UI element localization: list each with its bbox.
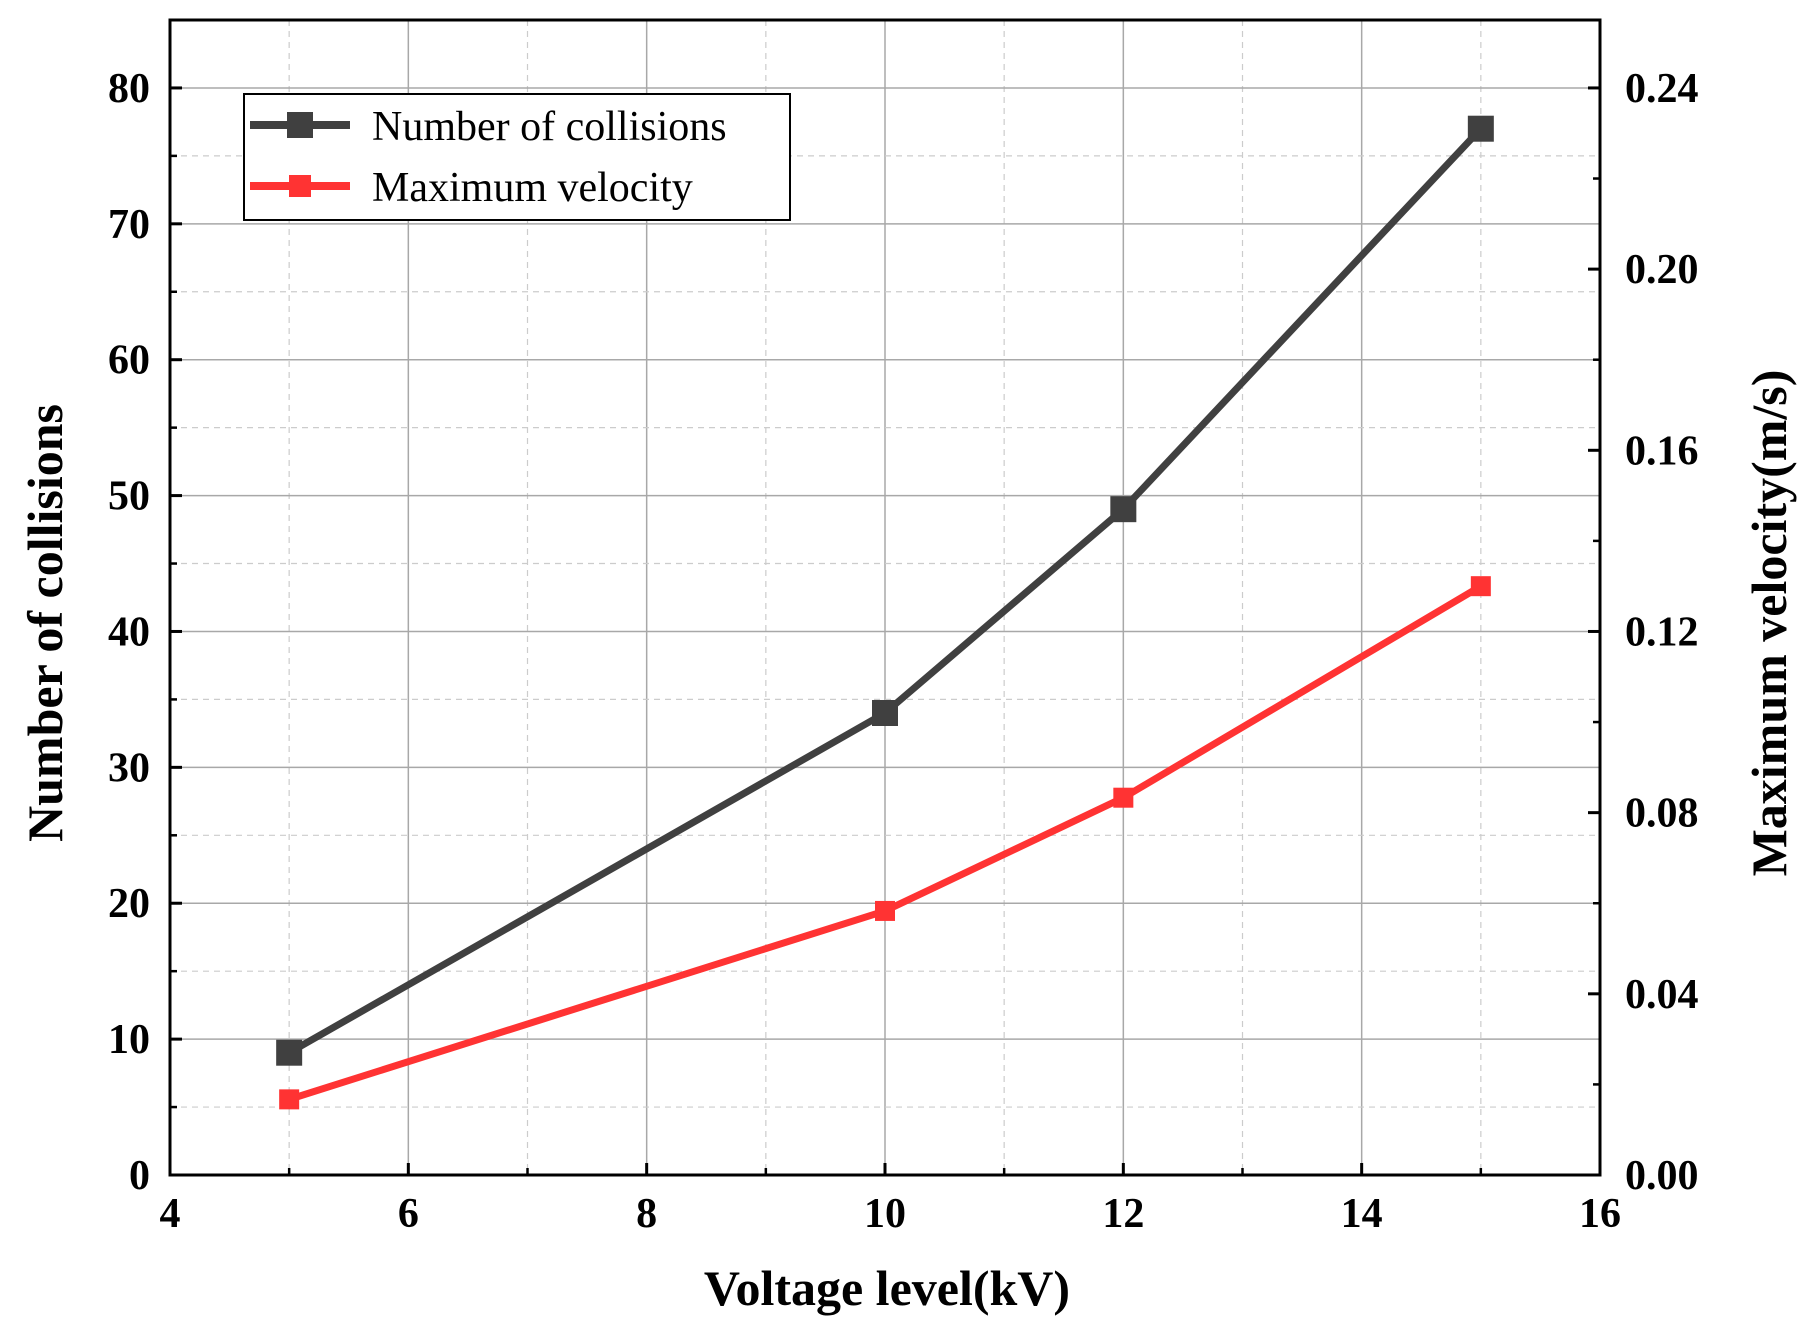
y-tick-label: 70 (108, 202, 150, 248)
x-tick-label: 6 (398, 1191, 419, 1237)
y-tick-label: 40 (108, 609, 150, 655)
data-point-collisions (872, 700, 898, 726)
series-line-velocity (288, 583, 1483, 1103)
x-tick-label: 4 (160, 1191, 181, 1237)
data-point-velocity (1470, 576, 1491, 597)
series-line-collisions (287, 126, 1484, 1056)
legend-label-velocity: Maximum velocity (372, 165, 693, 211)
y-tick-label: 10 (108, 1017, 150, 1063)
y2-tick-label: 0.20 (1625, 247, 1699, 293)
x-axis-title: Voltage level(kV) (704, 1260, 1070, 1316)
y2-tick-label: 0.16 (1625, 428, 1699, 474)
data-point-velocity (1113, 787, 1134, 808)
y-tick-label: 60 (108, 338, 150, 384)
y-tick-label: 50 (108, 474, 150, 520)
legend-label-collisions: Number of collisions (372, 104, 727, 150)
x-tick-label: 8 (636, 1191, 657, 1237)
data-point-collisions (276, 1039, 303, 1066)
y2-tick-label: 0.08 (1625, 791, 1699, 837)
y-axis-title: Number of collisions (17, 404, 73, 842)
legend-marker-collisions (287, 112, 313, 138)
legend: Number of collisions Maximum velocity (243, 93, 791, 221)
y2-tick-label: 0.04 (1625, 972, 1699, 1018)
data-point-velocity (875, 900, 895, 921)
y2-tick-label: 0.24 (1625, 66, 1699, 112)
data-point-collisions (1467, 115, 1494, 142)
y2-tick-label: 0.00 (1625, 1153, 1699, 1199)
legend-marker-velocity (289, 175, 311, 197)
x-tick-label: 14 (1341, 1191, 1383, 1237)
y-tick-label: 20 (108, 881, 150, 927)
x-tick-label: 10 (864, 1191, 906, 1237)
y2-tick-label: 0.12 (1625, 609, 1699, 655)
x-tick-label: 12 (1102, 1191, 1144, 1237)
y2-axis-title: Maximum velocity(m/s) (1741, 370, 1797, 877)
data-point-collisions (1110, 496, 1137, 523)
y-tick-label: 0 (129, 1153, 150, 1199)
data-point-velocity (279, 1089, 300, 1110)
series (276, 115, 1494, 1110)
y-tick-label: 80 (108, 66, 150, 112)
y-tick-label: 30 (108, 745, 150, 791)
axes: 4 6 8 10 12 14 16 0 10 20 30 40 50 60 70 80 0.00 0.04 0.08… (108, 18, 1699, 1237)
legend-box (243, 93, 791, 221)
x-tick-label: 16 (1579, 1191, 1621, 1237)
